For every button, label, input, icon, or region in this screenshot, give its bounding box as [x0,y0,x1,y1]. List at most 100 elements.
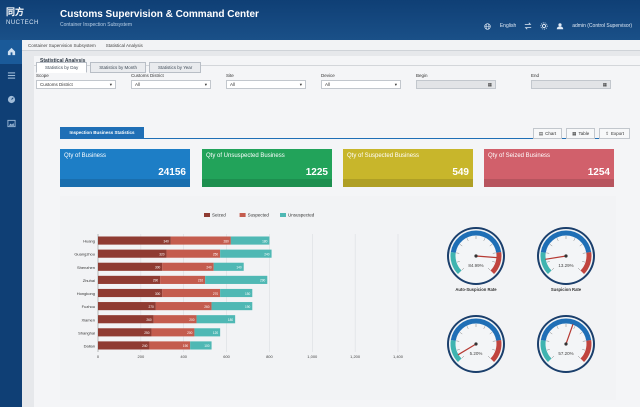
bar-segment [98,236,171,245]
tab-inspection-statistics[interactable]: Inspection Business Statistics [60,127,144,138]
period-tabs: Statistics by Day Statistics by Month St… [36,62,202,73]
site-select[interactable]: All ▾ [226,80,306,89]
chevron-down-icon: ▾ [109,81,112,87]
bar-segment [194,328,221,337]
bar-segment [162,262,214,271]
image-icon [6,119,16,130]
stat-card-label: Qty of Unsuspected Business [206,153,285,159]
stat-card-unsuspected[interactable]: Qty of Unsuspected Business 1225 [202,149,332,187]
gauge-tick [549,332,553,335]
sidebar-item-list[interactable] [0,64,22,88]
filter-site: Site All ▾ [226,73,306,89]
gauge-value-label: 5.20% [470,351,483,356]
gauge-tick [582,261,586,263]
bar-segment [98,315,154,324]
breadcrumb-item[interactable]: Statistical Analysis [105,42,143,48]
gauge-band [580,252,592,275]
bar-value-label: 340 [164,239,170,243]
chart-area: Seized Suspected Unsuspected 0 200 400 600 800 1… [60,196,616,400]
chart-view-button[interactable]: ▤ Chart [532,128,563,139]
logo-mark: 同方 [6,8,25,18]
stat-card-suspected[interactable]: Qty of Suspected Business 549 [343,149,473,187]
bar-value-label: 180 [262,239,268,243]
gauge-tick [573,326,576,329]
gauge-tick [466,326,469,329]
logo: 同方 NUCTECH [6,5,56,33]
view-tools: ▤ Chart ▦ Table ⇪ Export [532,128,630,139]
gauge-tick [549,244,553,247]
gauge-band [540,318,592,341]
tab-by-day[interactable]: Statistics by Day [36,62,88,73]
end-date-input[interactable]: ▦ [531,80,611,89]
y-tick-label: Shanghai [78,330,95,335]
calendar-icon: ▦ [602,81,607,87]
bar-segment [230,236,270,245]
breadcrumb-item[interactable]: Container Supervision Subsystem [28,42,96,48]
y-tick-label: Shenzhen [77,265,95,270]
stat-card-footer [484,179,614,187]
table-icon: ▦ [572,130,577,136]
scope-select[interactable]: Customs District ▾ [36,80,116,89]
district-select[interactable]: All ▾ [131,80,211,89]
gauge-tick [573,238,576,241]
user-menu[interactable]: admin (Control Supervisor) [572,23,632,29]
gauge-tick [456,261,460,263]
filter-label: Device [321,73,335,78]
bar-value-label: 200 [187,331,193,335]
gauge-value-label: 84.99% [468,263,483,268]
legend-swatch [280,213,286,217]
bar-value-label: 200 [189,318,195,322]
gauge-band [450,340,462,363]
begin-date-input[interactable]: ▦ [416,80,496,89]
stat-card-value: 1254 [587,167,610,178]
bar-segment [98,341,150,350]
stat-card-value: 549 [452,167,469,178]
language-selector[interactable]: English [499,23,517,29]
bar-value-label: 190 [245,305,251,309]
bar-value-label: 290 [153,279,159,283]
topbar-actions: English admin (Control Supervisor) [484,22,632,30]
export-button[interactable]: ⇪ Export [599,128,630,139]
gauge-tick [546,261,550,263]
gauge-band [580,340,592,363]
sidebar-item-dashboard[interactable] [0,88,22,112]
device-select[interactable]: All ▾ [321,80,401,89]
gauge-tick [492,261,496,263]
gear-icon[interactable] [540,22,548,30]
gauge-tick [466,238,469,241]
tab-by-month[interactable]: Statistics by Month [90,62,147,73]
switch-icon[interactable] [524,22,532,30]
stat-card-seized[interactable]: Qty of Seized Business 1254 [484,149,614,187]
y-tick-label: Fuzhou [82,304,95,309]
bar-segment [149,341,191,350]
filter-begin: Begin ▦ [416,73,496,89]
bar-segment [166,249,221,258]
gauge-tick [556,326,559,329]
gauge-tick [459,244,463,247]
stat-card-footer [202,179,332,187]
gauge-value-label: 57.20% [558,351,573,356]
gauge-band [450,230,502,253]
gauge-tick [551,267,555,271]
gauge-tick [577,355,581,359]
table-view-button[interactable]: ▦ Table [566,128,596,139]
list-icon [7,71,16,82]
bar-value-label: 150 [245,292,251,296]
gauge-value-label: 13.29% [558,263,573,268]
stat-card-label: Qty of Suspected Business [347,153,420,159]
tab-by-year[interactable]: Statistics by Year [149,62,202,73]
y-tick-label: Hongkong [77,291,95,296]
bar-value-label: 300 [155,266,161,270]
sidebar-item-images[interactable] [0,112,22,136]
stat-card-footer [343,179,473,187]
user-icon[interactable] [556,22,564,30]
globe-icon[interactable] [484,22,492,30]
sidebar-item-home[interactable] [0,40,22,64]
sidebar [0,40,22,407]
filter-label: End [531,73,540,78]
bar-value-label: 190 [183,344,189,348]
filter-end: End ▦ [531,73,611,89]
x-tick-label: 400 [180,354,187,359]
logo-brand: NUCTECH [6,20,39,26]
stat-card-business[interactable]: Qty of Business 24156 [60,149,190,187]
